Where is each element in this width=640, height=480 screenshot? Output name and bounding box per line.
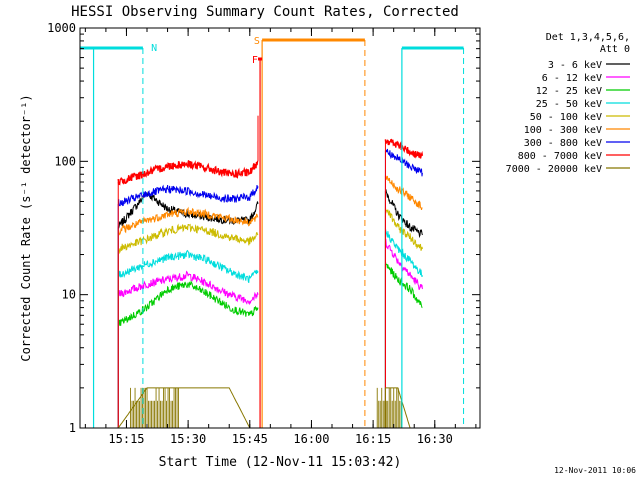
legend-label: 25 - 50 keV bbox=[536, 99, 602, 110]
series-line-segment bbox=[117, 223, 259, 255]
legend-header-line-1: Det 1,3,4,5,6, bbox=[546, 32, 630, 43]
series-line-segment bbox=[384, 175, 423, 211]
series-line-segment bbox=[384, 189, 423, 239]
legend-header-line-2: Att 0 bbox=[600, 44, 630, 55]
x-tick-label: 15:45 bbox=[232, 432, 268, 446]
legend-label: 6 - 12 keV bbox=[542, 73, 602, 84]
y-tick-label: 1 bbox=[69, 421, 76, 435]
night-flag-label: N bbox=[151, 43, 157, 54]
legend-label: 7000 - 20000 keV bbox=[506, 164, 602, 175]
series-line-segment bbox=[117, 280, 259, 326]
plot-content bbox=[117, 115, 424, 429]
x-tick-label: 16:00 bbox=[293, 432, 329, 446]
series-line-segment bbox=[384, 138, 424, 159]
x-tick-label: 15:30 bbox=[170, 432, 206, 446]
legend-label: 300 - 800 keV bbox=[524, 138, 602, 149]
legend-label: 800 - 7000 keV bbox=[518, 151, 602, 162]
axes-layer: 15:15 15:30 15:45 16:00 16:15 16:30 1 10 100 1000 bbox=[47, 21, 480, 446]
y-tick-label: 100 bbox=[54, 154, 76, 168]
saa-flag-label: S bbox=[254, 36, 260, 47]
plot-frame bbox=[79, 27, 481, 429]
series-line-segment bbox=[384, 261, 423, 309]
footer-date: 12-Nov-2011 10:06 bbox=[554, 466, 636, 475]
series-line-segment bbox=[385, 238, 423, 290]
x-axis-label: Start Time (12-Nov-11 15:03:42) bbox=[159, 455, 402, 470]
series-line-segment bbox=[117, 270, 259, 306]
series-line-segment bbox=[117, 184, 259, 207]
flags-layer: N SF bbox=[80, 36, 465, 428]
x-tick-label: 16:15 bbox=[355, 432, 391, 446]
legend: Det 1,3,4,5,6, Att 0 3 - 6 keV 6 - 12 keV… bbox=[506, 32, 630, 175]
y-axis-label: Corrected Count Rate (s⁻¹ detector⁻¹) bbox=[19, 94, 33, 361]
x-tick-label: 15:15 bbox=[108, 432, 144, 446]
series-line-segment bbox=[117, 249, 259, 283]
series-line-segment bbox=[385, 148, 423, 177]
series-line-segment bbox=[384, 228, 423, 278]
series-line-segment bbox=[117, 160, 259, 186]
x-tick-label: 16:30 bbox=[417, 432, 453, 446]
legend-label: 50 - 100 keV bbox=[530, 112, 602, 123]
series-line-segment bbox=[384, 207, 423, 251]
legend-label: 100 - 300 keV bbox=[524, 125, 602, 136]
legend-label: 3 - 6 keV bbox=[548, 60, 602, 71]
series-line-segment bbox=[117, 206, 259, 236]
y-tick-label: 10 bbox=[62, 288, 76, 302]
series-800-7000-kev bbox=[117, 138, 424, 428]
flare-flag-label: F bbox=[252, 55, 258, 66]
legend-label: 12 - 25 keV bbox=[536, 86, 602, 97]
chart-title: HESSI Observing Summary Count Rates, Cor… bbox=[71, 4, 459, 20]
y-tick-label: 1000 bbox=[47, 21, 76, 35]
